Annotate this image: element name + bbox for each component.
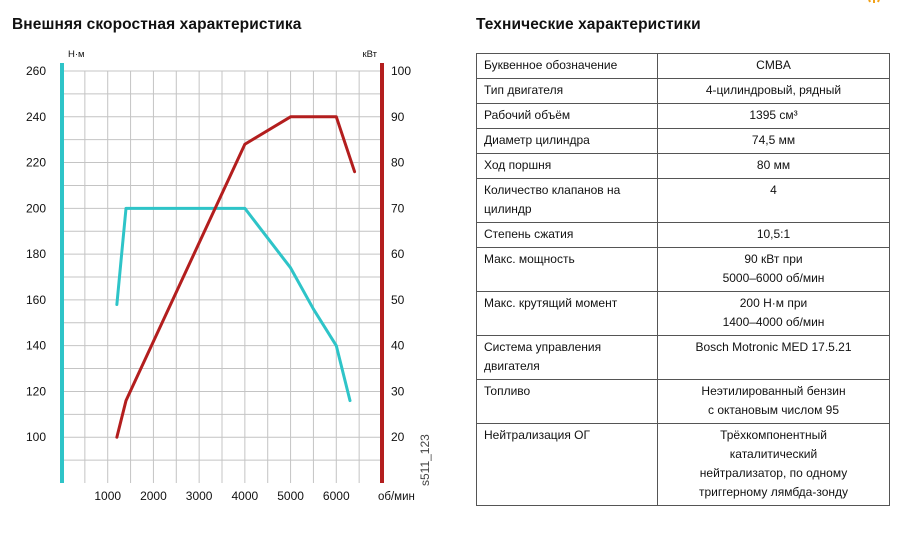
y-left-tick-label: 260 (26, 64, 46, 78)
spec-row: Буквенное обозначение CMBA (476, 53, 890, 79)
spec-key: Тип двигателя (476, 78, 658, 104)
y-right-tick-label: 90 (391, 110, 405, 124)
x-tick-label: 1000 (94, 489, 121, 503)
spec-key: Макс. крутящий момент (476, 291, 658, 336)
spec-key: Количество клапанов на цилиндр (476, 178, 658, 223)
y-left-tick-label: 220 (26, 156, 46, 170)
y-right-unit-label: кВт (362, 49, 377, 60)
spec-value: CMBA (657, 53, 890, 79)
y-right-tick-label: 60 (391, 247, 405, 261)
y-left-unit-label: Н·м (68, 49, 85, 60)
specs-table: Буквенное обозначение CMBA Тип двигателя 4-… (476, 53, 890, 506)
spec-value: 1395 см³ (657, 103, 890, 129)
spec-key: Топливо (476, 379, 658, 424)
y-left-tick-label: 200 (26, 201, 46, 215)
spec-key: Диаметр цилиндра (476, 128, 658, 154)
spec-value: 10,5:1 (657, 222, 890, 248)
spec-row: Ход поршня 80 мм (476, 153, 890, 179)
y-right-tick-label: 80 (391, 156, 405, 170)
image-code-label: s511_123 (418, 434, 432, 486)
spec-row: Диаметр цилиндра 74,5 мм (476, 128, 890, 154)
spec-row: Количество клапанов на цилиндр 4 (476, 178, 890, 223)
spec-key: Нейтрализация ОГ (476, 423, 658, 506)
y-left-tick-label: 180 (26, 247, 46, 261)
specs-heading: Технические характеристики (476, 16, 701, 33)
y-left-tick-label: 120 (26, 384, 46, 398)
x-tick-label: 6000 (323, 489, 350, 503)
y-left-tick-label: 160 (26, 293, 46, 307)
spec-key: Буквенное обозначение (476, 53, 658, 79)
spec-row: Степень сжатия 10,5:1 (476, 222, 890, 248)
spec-value: 90 кВт при 5000–6000 об/мин (657, 247, 890, 292)
corner-logo-icon (868, 0, 880, 3)
x-tick-label: 4000 (232, 489, 259, 503)
spec-key: Рабочий объём (476, 103, 658, 129)
y-left-tick-label: 240 (26, 110, 46, 124)
y-left-tick-label: 100 (26, 430, 46, 444)
power-curve (115, 115, 357, 439)
spec-value: Bosch Motronic MED 17.5.21 (657, 335, 890, 380)
x-tick-label: 5000 (277, 489, 304, 503)
spec-key: Степень сжатия (476, 222, 658, 248)
y-right-tick-label: 70 (391, 201, 405, 215)
speed-characteristic-chart: 100 120 140 160 180 200 220 240 260 20 30 40 50 60 70 8… (26, 49, 432, 503)
spec-value: Трёхкомпонентный каталитический нейтрали… (657, 423, 890, 506)
spec-row: Система управления двигателя Bosch Motron… (476, 335, 890, 380)
y-right-tick-label: 40 (391, 339, 405, 353)
spec-value: Неэтилированный бензин с октановым число… (657, 379, 890, 424)
spec-value: 74,5 мм (657, 128, 890, 154)
spec-row: Топливо Неэтилированный бензин с октановы… (476, 379, 890, 424)
y-right-tick-label: 50 (391, 293, 405, 307)
spec-row: Тип двигателя 4-цилиндровый, рядный (476, 78, 890, 104)
torque-curve (115, 206, 352, 403)
spec-value: 4 (657, 178, 890, 223)
spec-value: 4-цилиндровый, рядный (657, 78, 890, 104)
y-right-tick-label: 30 (391, 384, 405, 398)
y-right-tick-label: 100 (391, 64, 411, 78)
spec-row: Нейтрализация ОГ Трёхкомпонентный каталит… (476, 423, 890, 506)
spec-key: Макс. мощность (476, 247, 658, 292)
y-right-tick-label: 20 (391, 430, 405, 444)
x-tick-label: 2000 (140, 489, 167, 503)
spec-row: Макс. крутящий момент 200 Н·м при 1400–40… (476, 291, 890, 336)
x-axis-label: об/мин (378, 491, 415, 503)
spec-value: 80 мм (657, 153, 890, 179)
spec-key: Ход поршня (476, 153, 658, 179)
spec-value: 200 Н·м при 1400–4000 об/мин (657, 291, 890, 336)
y-left-tick-label: 140 (26, 339, 46, 353)
spec-row: Рабочий объём 1395 см³ (476, 103, 890, 129)
spec-row: Макс. мощность 90 кВт при 5000–6000 об/ми… (476, 247, 890, 292)
chart-heading: Внешняя скоростная характеристика (12, 16, 302, 33)
spec-key: Система управления двигателя (476, 335, 658, 380)
x-tick-label: 3000 (186, 489, 213, 503)
